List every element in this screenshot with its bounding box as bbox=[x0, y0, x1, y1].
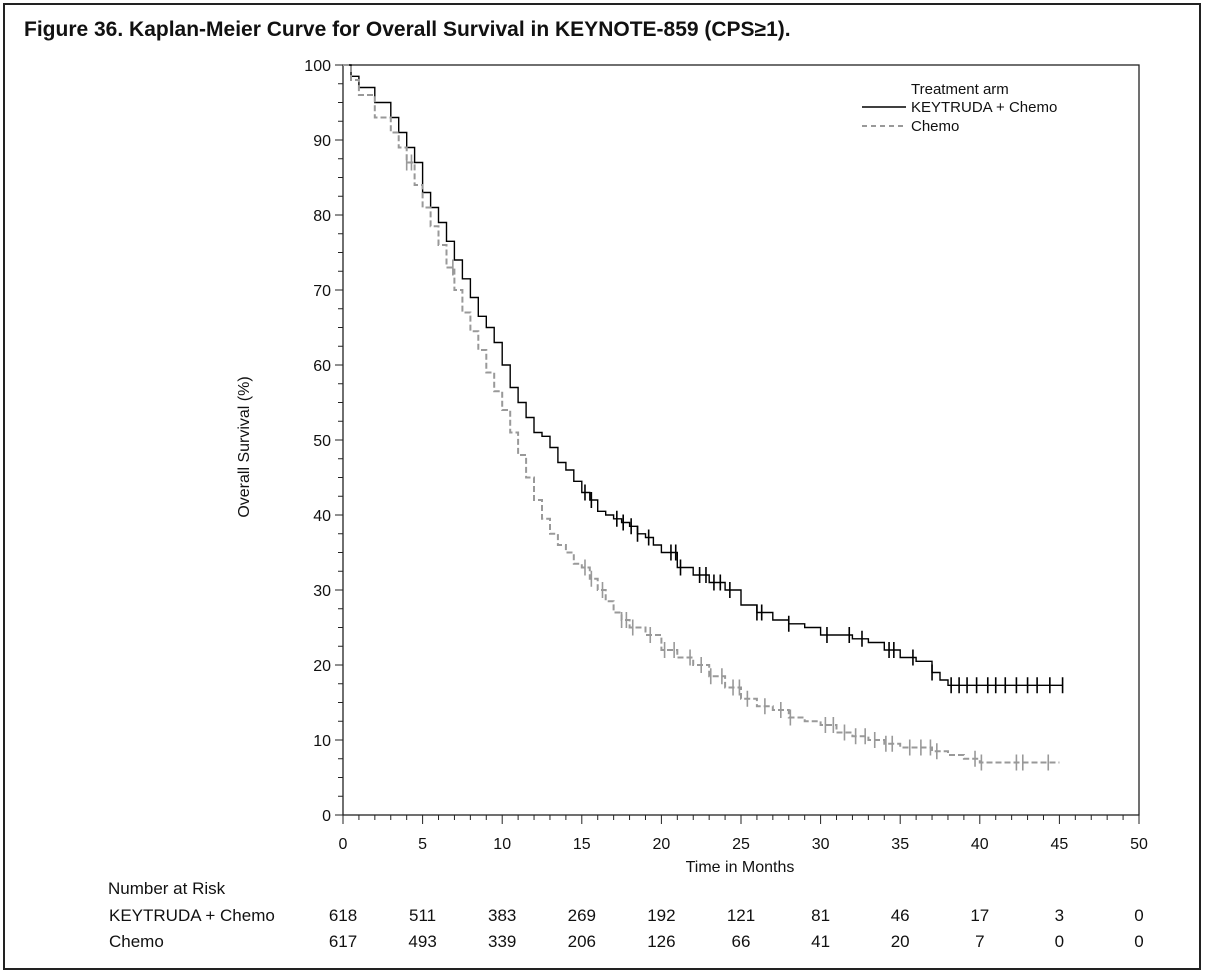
x-tick-label: 50 bbox=[1130, 836, 1148, 853]
risk-value: 383 bbox=[488, 906, 517, 925]
risk-value: 3 bbox=[1054, 906, 1065, 925]
x-tick-label: 40 bbox=[971, 836, 989, 853]
x-tick-label: 30 bbox=[812, 836, 830, 853]
risk-row-label-chemo: Chemo bbox=[109, 932, 164, 951]
y-tick-label: 80 bbox=[313, 208, 331, 225]
y-tick-label: 90 bbox=[313, 133, 331, 150]
figure-title: Figure 36. Kaplan-Meier Curve for Overal… bbox=[24, 18, 791, 41]
x-tick-label: 5 bbox=[418, 836, 427, 853]
x-tick-label: 15 bbox=[573, 836, 591, 853]
risk-value: 41 bbox=[811, 932, 831, 951]
risk-table-header: Number at Risk bbox=[108, 879, 226, 898]
risk-value: 46 bbox=[890, 906, 910, 925]
risk-value: 126 bbox=[647, 932, 676, 951]
y-tick-label: 100 bbox=[304, 58, 331, 75]
y-tick-label: 10 bbox=[313, 733, 331, 750]
y-tick-label: 40 bbox=[313, 508, 331, 525]
y-tick-label: 20 bbox=[313, 658, 331, 675]
risk-value: 0 bbox=[1054, 932, 1065, 951]
figure-frame bbox=[3, 3, 1201, 970]
risk-value: 617 bbox=[328, 932, 358, 951]
risk-value: 81 bbox=[811, 906, 831, 925]
series-line-chemo bbox=[343, 64, 1060, 764]
risk-row-label-keytruda-chemo: KEYTRUDA + Chemo bbox=[109, 906, 275, 925]
x-tick-label: 0 bbox=[339, 836, 348, 853]
plot-area: 0 10 20 30 40 50 60 70 80 90 100 0 5 10 15 20 25 30 35 40 45… bbox=[304, 58, 1148, 853]
risk-value: 339 bbox=[488, 932, 517, 951]
y-tick-label: 60 bbox=[313, 358, 331, 375]
x-tick-label: 35 bbox=[891, 836, 909, 853]
plot-frame bbox=[342, 64, 1140, 816]
risk-value: 269 bbox=[567, 906, 596, 925]
series-line-keytruda-chemo bbox=[343, 64, 1063, 686]
legend-label-keytruda-chemo: KEYTRUDA + Chemo bbox=[911, 99, 1057, 116]
risk-value: 7 bbox=[975, 932, 985, 951]
x-tick-label: 45 bbox=[1051, 836, 1069, 853]
risk-value: 0 bbox=[1134, 906, 1144, 925]
risk-value: 66 bbox=[731, 932, 751, 951]
y-axis-label: Overall Survival (%) bbox=[236, 376, 253, 517]
risk-value: 618 bbox=[328, 906, 358, 925]
risk-value: 511 bbox=[409, 906, 437, 925]
legend: Treatment arm KEYTRUDA + Chemo Chemo bbox=[862, 81, 1057, 135]
x-tick-label: 20 bbox=[653, 836, 671, 853]
risk-value: 17 bbox=[970, 906, 990, 925]
legend-title: Treatment arm bbox=[911, 81, 1009, 98]
risk-value: 0 bbox=[1134, 932, 1144, 951]
y-tick-label: 30 bbox=[313, 583, 331, 600]
x-tick-label: 25 bbox=[732, 836, 750, 853]
risk-value: 20 bbox=[890, 932, 910, 951]
x-axis-label: Time in Months bbox=[686, 859, 795, 876]
risk-value: 121 bbox=[726, 906, 756, 925]
y-tick-label: 50 bbox=[313, 433, 331, 450]
risk-value: 192 bbox=[647, 906, 676, 925]
x-tick-label: 10 bbox=[493, 836, 511, 853]
legend-label-chemo: Chemo bbox=[911, 118, 959, 135]
y-tick-label: 0 bbox=[322, 808, 331, 825]
risk-value: 206 bbox=[567, 932, 596, 951]
risk-value: 493 bbox=[408, 932, 437, 951]
y-tick-label: 70 bbox=[313, 283, 331, 300]
